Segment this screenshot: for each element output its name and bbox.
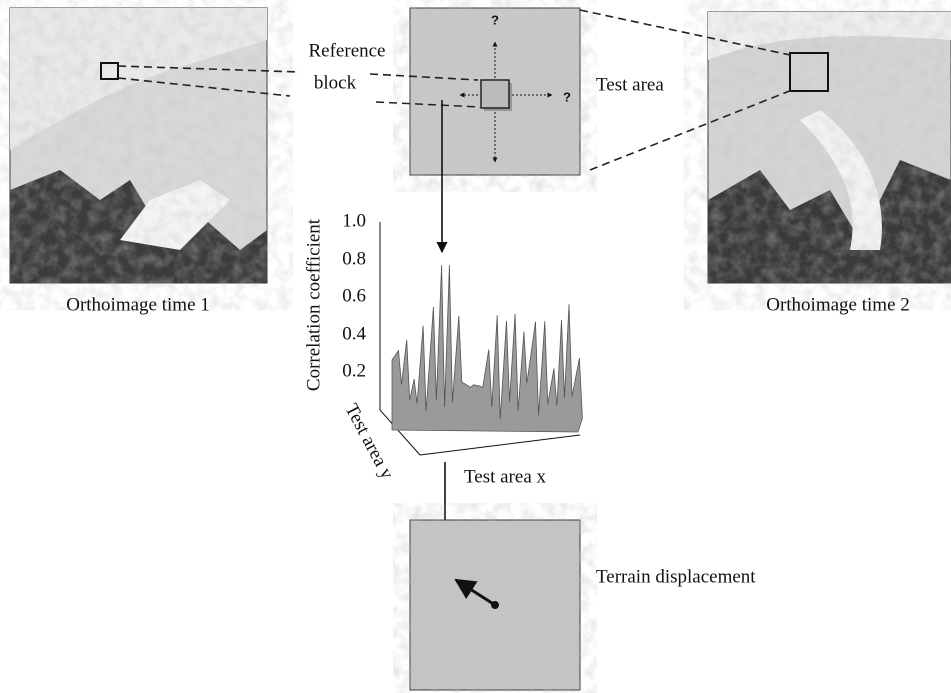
z-tick-label: 0.4 [342,323,366,344]
test-area-image [409,7,581,176]
correlation-surface [391,264,583,433]
orthoimage-2-label: Orthoimage time 2 [766,294,910,315]
terrain-displacement-label: Terrain displacement [596,566,756,587]
z-tick-label: 0.8 [342,248,366,269]
orthoimage-2 [707,11,951,284]
unknown-mark: ? [563,89,571,104]
orthoimage-1 [9,7,268,284]
reference-block-label: block [314,72,357,93]
z-tick-label: 1.0 [342,210,366,231]
orthoimage-1-label: Orthoimage time 1 [66,294,210,315]
z-tick-label: 0.2 [342,360,366,381]
displacement-image [409,519,581,691]
test-area-label: Test area [596,74,664,95]
connectors [117,9,793,171]
z-axis-label: Correlation coefficient [303,218,324,391]
z-tick-label: 0.6 [342,285,366,306]
x-axis-label: Test area x [464,466,547,487]
unknown-mark: ? [491,12,499,27]
surface-plot [379,222,583,456]
y-axis-label: Test area y [340,400,397,483]
reference-block-label: Reference [309,40,386,61]
